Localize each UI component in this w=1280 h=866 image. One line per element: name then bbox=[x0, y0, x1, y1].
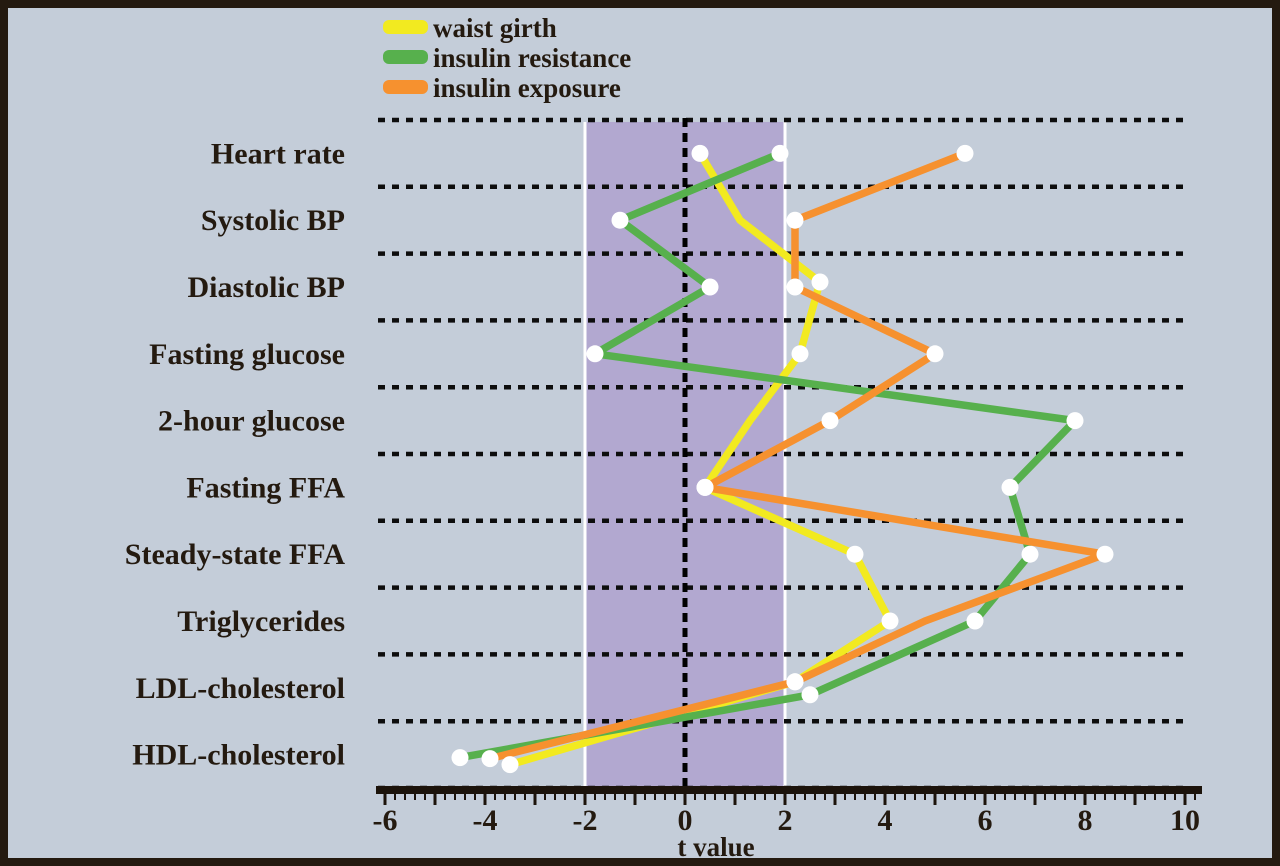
category-label: LDL-cholesterol bbox=[136, 672, 345, 705]
x-axis-tick-label: 0 bbox=[678, 804, 693, 837]
x-axis-tick-label: 10 bbox=[1170, 804, 1200, 837]
data-point-marker-insulin-resistance bbox=[1021, 545, 1039, 563]
x-axis-title: t value bbox=[677, 832, 754, 862]
category-label: Systolic BP bbox=[201, 204, 345, 237]
data-point-marker-waist-girth bbox=[811, 273, 829, 291]
legend-swatch bbox=[383, 20, 428, 34]
data-point-marker-insulin-resistance bbox=[771, 144, 789, 162]
data-point-marker-insulin-resistance bbox=[966, 612, 984, 630]
data-point-marker-insulin-exposure bbox=[696, 478, 714, 496]
category-label: Fasting FFA bbox=[186, 471, 345, 504]
x-axis-tick-label: 8 bbox=[1078, 804, 1093, 837]
category-label: Steady-state FFA bbox=[125, 538, 346, 571]
data-point-marker-insulin-exposure bbox=[481, 750, 499, 768]
x-axis-tick-label: -2 bbox=[573, 804, 598, 837]
data-point-marker-insulin-resistance bbox=[451, 749, 469, 767]
series-line-waist-girth bbox=[506, 149, 894, 769]
data-point-marker-insulin-exposure bbox=[786, 673, 804, 691]
data-point-marker-insulin-resistance bbox=[611, 211, 629, 229]
legend-swatch bbox=[383, 50, 428, 64]
data-point-marker-waist-girth bbox=[881, 612, 899, 630]
data-point-marker-insulin-resistance bbox=[1001, 478, 1019, 496]
legend-label: insulin exposure bbox=[433, 73, 621, 103]
data-point-marker-insulin-resistance bbox=[801, 686, 819, 704]
data-point-marker-insulin-resistance bbox=[701, 278, 719, 296]
legend-label: waist girth bbox=[433, 13, 557, 43]
data-point-marker-waist-girth bbox=[691, 144, 709, 162]
data-point-marker-waist-girth bbox=[501, 756, 519, 774]
category-label: HDL-cholesterol bbox=[132, 739, 345, 772]
category-label: Triglycerides bbox=[177, 605, 345, 638]
x-axis-tick-label: 2 bbox=[778, 804, 793, 837]
data-point-marker-insulin-resistance bbox=[586, 345, 604, 363]
x-axis-tick-label: 4 bbox=[878, 804, 893, 837]
data-point-marker-insulin-resistance bbox=[1066, 412, 1084, 430]
x-axis-tick-label: -6 bbox=[373, 804, 398, 837]
data-point-marker-waist-girth bbox=[791, 345, 809, 363]
data-point-marker-insulin-exposure bbox=[821, 412, 839, 430]
series-line-insulin-resistance bbox=[456, 149, 1079, 762]
data-point-marker-insulin-exposure bbox=[786, 211, 804, 229]
x-axis-tick-label: 6 bbox=[978, 804, 993, 837]
data-point-marker-insulin-exposure bbox=[956, 144, 974, 162]
legend-label: insulin resistance bbox=[433, 43, 631, 73]
data-point-marker-insulin-exposure bbox=[1096, 545, 1114, 563]
category-label: 2-hour glucose bbox=[158, 405, 345, 438]
x-axis-tick-label: -4 bbox=[473, 804, 498, 837]
legend-swatch bbox=[383, 80, 428, 94]
category-label: Heart rate bbox=[211, 137, 345, 170]
data-point-marker-waist-girth bbox=[846, 545, 864, 563]
series-line-insulin-exposure bbox=[486, 149, 1109, 763]
data-point-marker-insulin-exposure bbox=[786, 278, 804, 296]
category-label: Fasting glucose bbox=[149, 338, 345, 371]
category-label: Diastolic BP bbox=[188, 271, 346, 304]
x-axis-bar bbox=[376, 786, 1202, 794]
data-point-marker-insulin-exposure bbox=[926, 345, 944, 363]
